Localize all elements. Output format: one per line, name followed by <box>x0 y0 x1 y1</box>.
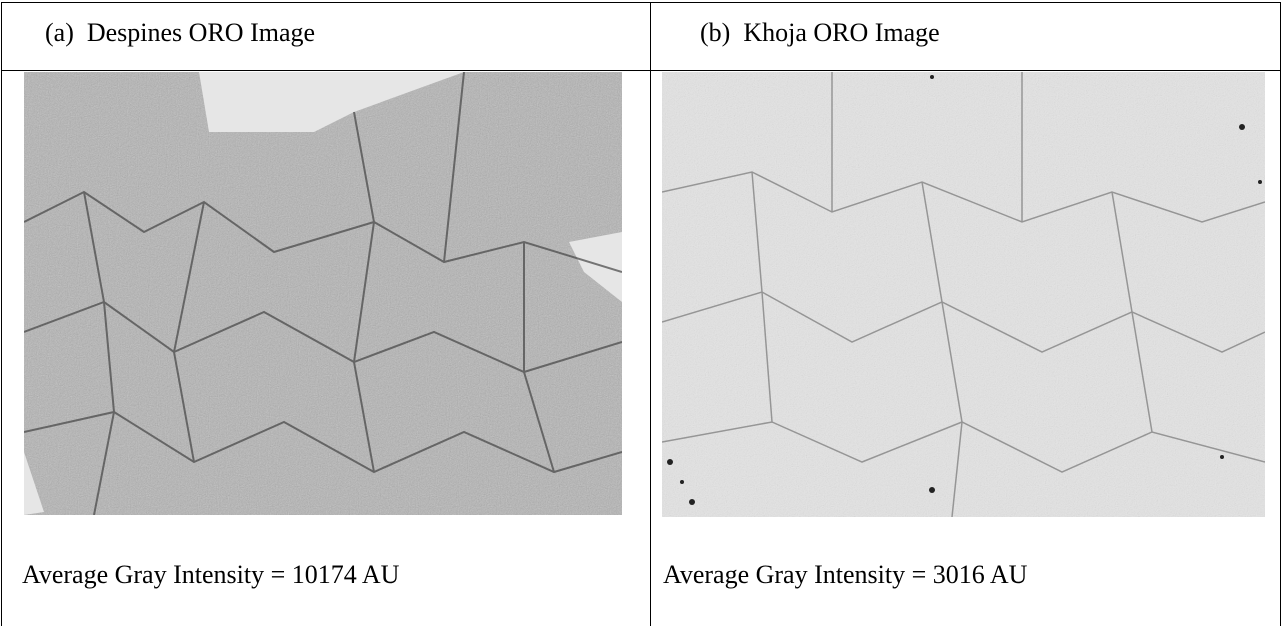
header-b: (b) Khoja ORO Image <box>700 18 940 48</box>
caption-b: Average Gray Intensity = 3016 AU <box>663 560 1027 590</box>
table-border-left <box>1 2 2 626</box>
caption-a: Average Gray Intensity = 10174 AU <box>22 560 399 590</box>
oro-image-a <box>24 72 622 515</box>
oro-image-b <box>662 72 1265 517</box>
table-border-top <box>1 2 1281 3</box>
row-divider <box>1 70 1281 71</box>
header-a: (a) Despines ORO Image <box>45 18 315 48</box>
page: (a) Despines ORO Image (b) Khoja ORO Ima… <box>0 0 1283 626</box>
table-border-right <box>1280 2 1281 626</box>
column-divider <box>650 2 651 626</box>
